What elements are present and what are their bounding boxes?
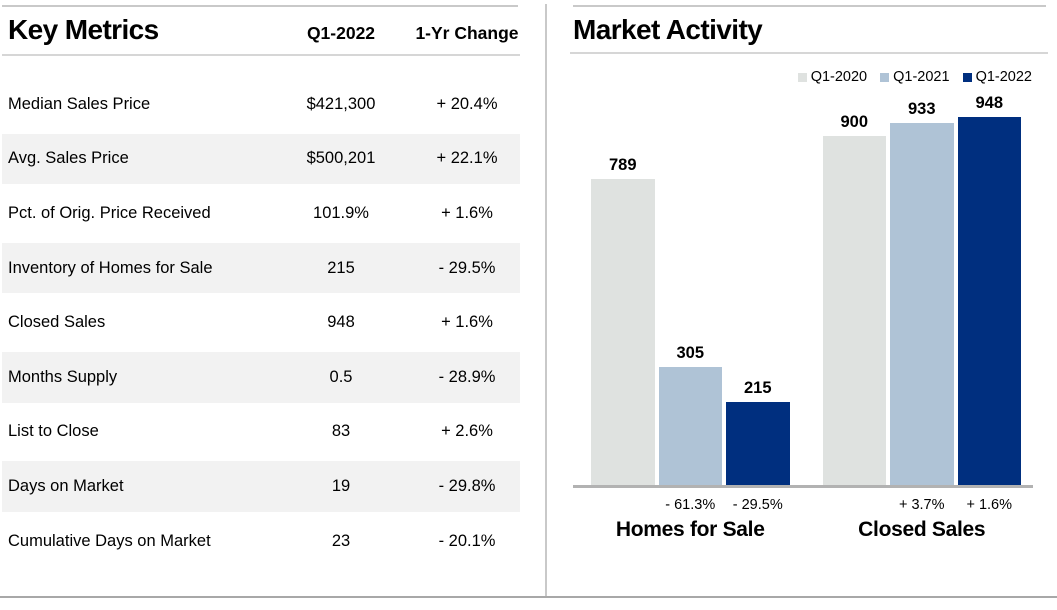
metric-label: Inventory of Homes for Sale [8, 258, 213, 277]
x-axis-line [573, 485, 1033, 488]
panel-divider [545, 4, 547, 597]
page-bottom-rule [0, 596, 1057, 598]
bar-value-label: 900 [840, 113, 869, 131]
metric-value: $421,300 [306, 94, 376, 113]
table-row: Cumulative Days on Market 23 - 20.1% [2, 514, 520, 569]
table-row: Pct. of Orig. Price Received 101.9% + 1.… [2, 186, 520, 241]
legend-swatch-icon [880, 72, 890, 82]
bar-column: 215 [726, 379, 790, 485]
panel-top-rule [2, 5, 518, 7]
legend-label: Q1-2020 [810, 69, 868, 85]
table-row: Inventory of Homes for Sale 215 - 29.5% [2, 241, 520, 296]
metric-value: 215 [327, 258, 355, 277]
chart-legend: Q1-2020 Q1-2021 Q1-2022 [570, 69, 1032, 85]
bar-change-label: - 61.3% [665, 497, 716, 513]
metric-value: $500,201 [306, 149, 376, 168]
metric-value: 23 [331, 531, 351, 550]
metric-change: - 29.5% [438, 258, 496, 277]
bar-column: 305 [658, 344, 722, 485]
key-metrics-table: Median Sales Price $421,300 + 20.4% Avg.… [2, 77, 520, 568]
bar [658, 367, 722, 485]
legend-item: Q1-2022 [962, 69, 1032, 85]
bar-group-bars: 789 305 215 [591, 97, 790, 485]
bar [890, 123, 954, 485]
bar-chart: 789 305 215 - 61.3% - 29.5% Homes for Sale 900… [573, 94, 1033, 542]
bar-column: 789 [591, 156, 655, 485]
key-metrics-header: Key Metrics Q1-2022 1-Yr Change [2, 14, 520, 45]
column-header-period: Q1-2022 [306, 23, 376, 43]
bar-column: 900 [822, 113, 886, 485]
metric-label: Days on Market [8, 476, 124, 495]
metric-change: - 28.9% [438, 367, 496, 386]
bar-change-label [823, 497, 887, 513]
category-label: Closed Sales [858, 518, 986, 541]
bar-value-label: 933 [907, 100, 936, 118]
bar-group-bars: 900 933 948 [822, 94, 1021, 485]
legend-label: Q1-2022 [975, 69, 1032, 85]
key-metrics-panel: Key Metrics Q1-2022 1-Yr Change Median S… [2, 0, 520, 596]
metric-change: + 1.6% [441, 203, 493, 222]
metric-label: Closed Sales [8, 313, 106, 332]
table-row: Closed Sales 948 + 1.6% [2, 295, 520, 350]
legend-swatch-icon [962, 72, 972, 82]
metric-change: + 20.4% [436, 94, 498, 113]
market-activity-panel: Market Activity Q1-2020 Q1-2021 Q1-2022 78… [570, 0, 1057, 596]
bar-change-label: - 29.5% [732, 497, 783, 513]
bar [726, 402, 790, 485]
bar [957, 117, 1021, 485]
table-row: List to Close 83 + 2.6% [2, 405, 520, 460]
bar-change-row: + 3.7% + 1.6% [823, 497, 1022, 513]
bar-change-row: - 61.3% - 29.5% [591, 497, 790, 513]
bar [591, 179, 655, 485]
metric-change: + 1.6% [441, 313, 493, 332]
bar-column: 948 [957, 94, 1021, 485]
bar-column: 933 [890, 100, 954, 485]
key-metrics-title: Key Metrics [8, 14, 159, 45]
metric-label: Pct. of Orig. Price Received [8, 203, 211, 222]
bar-group: 789 305 215 - 61.3% - 29.5% Homes for Sale [591, 97, 790, 542]
metric-value: 0.5 [329, 367, 353, 386]
bar-value-label: 215 [743, 379, 772, 397]
metric-change: + 2.6% [441, 422, 493, 441]
market-activity-title: Market Activity [573, 14, 763, 45]
metric-change: - 20.1% [438, 531, 496, 550]
bar-change-label [591, 497, 655, 513]
category-label: Homes for Sale [615, 518, 765, 541]
table-row: Avg. Sales Price $500,201 + 22.1% [2, 132, 520, 187]
metric-label: Median Sales Price [8, 94, 151, 113]
header-underline [570, 52, 1048, 54]
metric-change: - 29.8% [438, 476, 496, 495]
bar-value-label: 305 [676, 344, 705, 362]
metric-value: 83 [331, 422, 351, 441]
metric-change: + 22.1% [436, 149, 498, 168]
metric-label: Cumulative Days on Market [8, 531, 211, 550]
legend-item: Q1-2021 [880, 69, 950, 85]
metric-label: Avg. Sales Price [8, 149, 129, 168]
bar-value-label: 948 [975, 94, 1004, 112]
bar-change-label: + 1.6% [966, 497, 1013, 513]
table-row: Days on Market 19 - 29.8% [2, 459, 520, 514]
bar-change-label: + 3.7% [898, 497, 945, 513]
metric-value: 101.9% [313, 203, 369, 222]
panel-top-rule [573, 5, 1046, 7]
column-header-change: 1-Yr Change [415, 23, 519, 43]
table-row: Median Sales Price $421,300 + 20.4% [2, 77, 520, 132]
bar-group: 900 933 948 + 3.7% + 1.6% Closed Sales [822, 94, 1022, 542]
legend-swatch-icon [797, 72, 807, 82]
table-row: Months Supply 0.5 - 28.9% [2, 350, 520, 405]
metric-label: List to Close [8, 422, 99, 441]
bar [822, 136, 886, 485]
bar-value-label: 789 [608, 156, 637, 174]
metric-label: Months Supply [8, 367, 118, 386]
metric-value: 19 [331, 476, 351, 495]
metric-value: 948 [327, 313, 355, 332]
legend-item: Q1-2020 [797, 69, 868, 85]
header-underline [2, 54, 520, 56]
legend-label: Q1-2021 [893, 69, 950, 85]
